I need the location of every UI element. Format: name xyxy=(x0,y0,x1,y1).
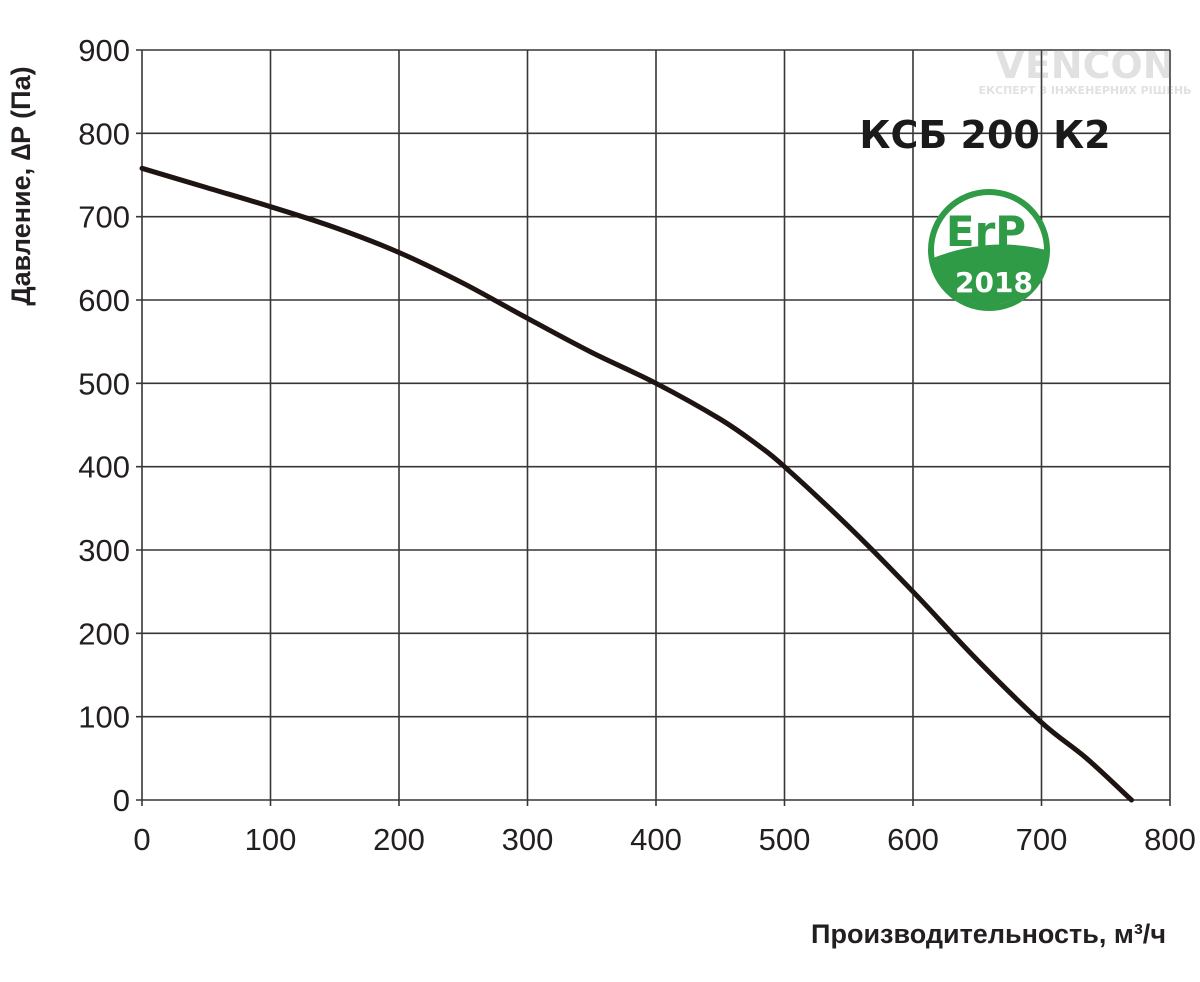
y-tick-label-0: 0 xyxy=(113,783,130,818)
erp-badge: ErP 2018 xyxy=(928,189,1050,311)
model-label: КСБ 200 К2 xyxy=(859,113,1110,157)
series-layer xyxy=(139,165,1134,803)
y-tick-label-8: 800 xyxy=(78,116,130,151)
grid xyxy=(136,49,1171,806)
watermark-logo: VENCON ЕКСПЕРТ З ІНЖЕНЕРНИХ РІШЕНЬ xyxy=(979,43,1192,97)
x-tick-label-6: 600 xyxy=(887,822,939,857)
y-axis-title: Давление, ∆P (Па) xyxy=(6,66,36,305)
y-tick-label-5: 500 xyxy=(78,366,130,401)
y-tick-label-7: 700 xyxy=(78,200,130,235)
erp-badge-top-text: ErP xyxy=(946,207,1026,256)
x-tick-label-7: 700 xyxy=(1016,822,1068,857)
series-line-0 xyxy=(139,165,1134,803)
x-tick-label-3: 300 xyxy=(502,822,554,857)
y-tick-label-4: 400 xyxy=(78,450,130,485)
y-tick-label-1: 100 xyxy=(78,700,130,735)
watermark-tagline: ЕКСПЕРТ З ІНЖЕНЕРНИХ РІШЕНЬ xyxy=(979,84,1192,97)
y-tick-labels: 0 100 200 300 400 500 600 700 800 900 xyxy=(78,33,130,818)
x-tick-label-0: 0 xyxy=(133,822,150,857)
y-tick-label-2: 200 xyxy=(78,616,130,651)
x-tick-label-2: 200 xyxy=(373,822,425,857)
y-tick-label-6: 600 xyxy=(78,283,130,318)
erp-badge-bottom-text: 2018 xyxy=(955,266,1033,299)
x-tick-label-5: 500 xyxy=(759,822,811,857)
y-tick-label-9: 900 xyxy=(78,33,130,68)
y-tick-label-3: 300 xyxy=(78,533,130,568)
watermark-brand: VENCON xyxy=(995,43,1174,87)
x-axis-title: Производительность, м³/ч xyxy=(811,919,1166,949)
x-tick-labels: 0 100 200 300 400 500 600 700 800 xyxy=(133,822,1195,857)
x-tick-label-8: 800 xyxy=(1144,822,1196,857)
x-tick-label-4: 400 xyxy=(630,822,682,857)
erp-badge-leaf xyxy=(933,244,1046,306)
x-tick-label-1: 100 xyxy=(245,822,297,857)
